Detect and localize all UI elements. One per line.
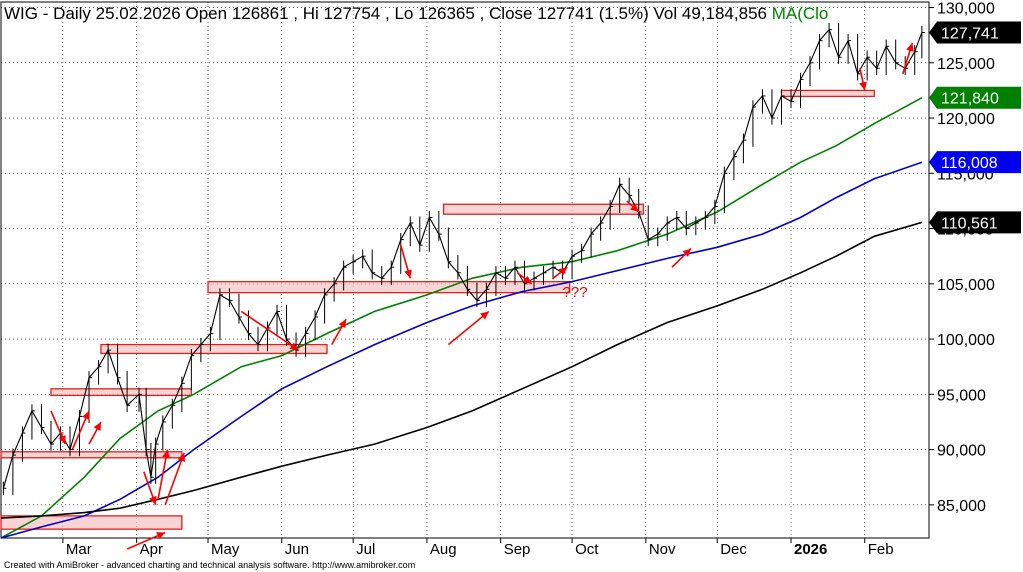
header-high: 127754	[324, 4, 381, 23]
arrow-head	[404, 269, 412, 279]
header-open-label: Open	[185, 4, 227, 23]
x-tick-label: Mar	[66, 541, 92, 558]
x-tick-label: Jul	[356, 541, 375, 558]
arrow-head	[82, 410, 90, 420]
x-tick-label: Apr	[140, 541, 163, 558]
badge-ma-1-text: 116,008	[941, 155, 998, 172]
x-tick-label: Dec	[720, 541, 747, 558]
arrow-head	[338, 319, 347, 329]
x-tick-label: May	[211, 541, 240, 558]
x-tick-label: 2026	[794, 541, 827, 558]
support-zones	[0, 89, 875, 530]
annotations: ???	[563, 284, 588, 301]
arrow-shaft	[240, 310, 299, 351]
y-tick-label: 85,000	[937, 498, 986, 515]
arrow-head	[289, 342, 299, 351]
arrow-shaft	[164, 452, 185, 506]
y-tick-label: 100,000	[937, 332, 995, 349]
signal-arrows	[50, 42, 914, 550]
header-change: (1.5%)	[599, 4, 649, 23]
header-volume: 49,184,856	[682, 4, 767, 23]
ma-line	[0, 221, 923, 519]
chart-header: WIG - Daily 25.02.2026 Open 126861 , Hi …	[4, 4, 828, 23]
annotation-text: ???	[563, 284, 588, 301]
arrow-head	[177, 452, 186, 462]
arrow-head	[156, 532, 166, 540]
header-period: Daily	[53, 4, 91, 23]
moving-averages	[0, 96, 923, 539]
y-tick-label: 90,000	[937, 443, 986, 460]
ma-line	[0, 96, 923, 539]
arrow-shaft	[157, 449, 169, 500]
header-high-label: Hi	[303, 4, 319, 23]
arrow-head	[522, 275, 532, 284]
y-tick-label: 125,000	[937, 56, 995, 73]
header-ma-label: MA(Clo	[772, 4, 829, 23]
y-axis: 85,00090,00095,000100,000105,000110,0001…	[929, 1, 995, 515]
x-tick-label: Aug	[430, 541, 457, 558]
header-vol-label: Vol	[654, 4, 678, 23]
header-symbol: WIG	[4, 4, 38, 23]
x-tick-label: Nov	[649, 541, 676, 558]
footer-credit: Created with AmiBroker - advanced charti…	[4, 560, 415, 570]
x-tick-label: Sep	[504, 541, 531, 558]
arrow-head	[682, 248, 692, 257]
price-line	[2, 28, 923, 489]
badge-ma-0	[929, 86, 1021, 109]
arrow-head	[149, 495, 157, 505]
arrow-head	[162, 449, 170, 459]
value-badges: 127,741 121,840 116,008 110,561	[929, 21, 1021, 234]
badge-ma-1	[929, 151, 1021, 174]
support-zone	[442, 203, 645, 215]
badge-close-text: 127,741	[941, 25, 999, 42]
badge-ma-2-text: 110,561	[941, 215, 998, 232]
support-zone	[0, 451, 183, 459]
support-zone	[207, 280, 571, 294]
header-open: 126861	[232, 4, 289, 23]
arrow-head	[558, 267, 568, 276]
price-series	[2, 22, 925, 495]
arrow-head	[859, 81, 867, 91]
header-low-label: Lo	[394, 4, 413, 23]
arrow-head	[630, 203, 639, 212]
ma-line	[0, 161, 923, 539]
arrow-head	[58, 435, 66, 445]
x-tick-label: Jun	[285, 541, 309, 558]
arrow-head	[93, 421, 101, 431]
badge-ma-2	[929, 211, 1021, 234]
y-tick-label: 105,000	[937, 277, 995, 294]
y-tick-label: 95,000	[937, 387, 986, 404]
arrow-head	[480, 311, 489, 320]
arrow-shaft	[447, 310, 490, 346]
arrow-head	[906, 42, 914, 52]
header-low: 126365	[418, 4, 475, 23]
header-date: 25.02.2026	[96, 4, 181, 23]
x-tick-label: Feb	[868, 541, 894, 558]
plot-frame	[0, 1, 930, 539]
y-tick-label: 130,000	[937, 1, 995, 18]
y-tick-label: 120,000	[937, 111, 995, 128]
badge-close	[929, 21, 1021, 44]
x-axis: Mar Apr May Jun Jul Aug Sep Oct Nov Dec 2026 Feb	[62, 538, 894, 558]
support-zone	[100, 343, 328, 355]
header-close: 127741	[537, 4, 594, 23]
header-close-label: Close	[489, 4, 532, 23]
x-tick-label: Oct	[575, 541, 599, 558]
badge-ma-0-text: 121,840	[941, 91, 999, 108]
